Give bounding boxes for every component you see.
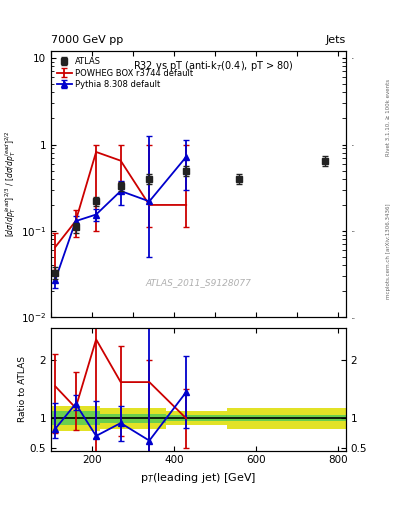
Y-axis label: Ratio to ATLAS: Ratio to ATLAS [18,356,27,422]
Text: 7000 GeV pp: 7000 GeV pp [51,34,123,45]
Legend: ATLAS, POWHEG BOX r3744 default, Pythia 8.308 default: ATLAS, POWHEG BOX r3744 default, Pythia … [55,55,195,91]
Text: R32 vs pT (anti-k$_T$(0.4), pT > 80): R32 vs pT (anti-k$_T$(0.4), pT > 80) [133,59,294,73]
Text: Jets: Jets [325,34,346,45]
X-axis label: p$_T$(leading jet) [GeV]: p$_T$(leading jet) [GeV] [140,471,257,485]
Text: Rivet 3.1.10, ≥ 100k events: Rivet 3.1.10, ≥ 100k events [386,79,391,156]
Text: ATLAS_2011_S9128077: ATLAS_2011_S9128077 [145,279,252,287]
Y-axis label: $[d\sigma/dp_T^{lead}]^{2/3}$ / $[d\sigma/dp_T^{lead}]^{2/2}$: $[d\sigma/dp_T^{lead}]^{2/3}$ / $[d\sigm… [3,131,18,238]
Text: mcplots.cern.ch [arXiv:1306.3436]: mcplots.cern.ch [arXiv:1306.3436] [386,203,391,298]
